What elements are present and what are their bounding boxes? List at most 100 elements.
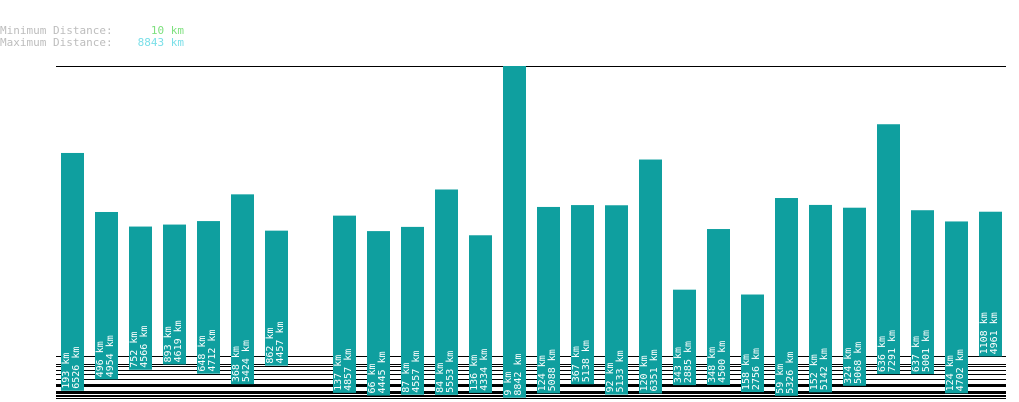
distance-bar — [435, 189, 458, 395]
bar-group: 124 km 5088 km — [537, 206, 560, 394]
bar-label-min: 893 km — [163, 326, 174, 362]
bar-group: 324 km 5068 km — [843, 207, 866, 386]
bar-label-min: 648 km — [197, 336, 208, 372]
distance-bar — [639, 159, 662, 394]
bar-group: 158 km 2756 km — [741, 294, 764, 393]
bar-label-max: 5138 km — [581, 340, 592, 382]
bar-label-min: 862 km — [265, 328, 276, 364]
bar-group: 84 km 5553 km — [435, 189, 458, 395]
bar-group: 893 km 4619 km — [163, 224, 186, 365]
bar-label-min: 367 km — [571, 346, 582, 382]
bar-group: 137 km 4857 km — [333, 215, 356, 393]
bar-group: 66 km 4445 km — [367, 231, 390, 396]
bar-label-max: 5553 km — [445, 351, 456, 393]
distance-bar — [741, 294, 764, 393]
bar-group: 367 km 5138 km — [571, 205, 594, 385]
bar-label-max: 4954 km — [105, 335, 116, 377]
bar-label-min: 137 km — [333, 355, 344, 391]
bar-group: 152 km 5142 km — [809, 204, 832, 393]
distance-bar — [673, 289, 696, 386]
bar-label-min: 59 km — [775, 364, 786, 394]
distance-bar — [503, 66, 526, 398]
bar-label-max: 5068 km — [853, 342, 864, 384]
bar-label-min: 343 km — [673, 347, 684, 383]
bar-label-max: 4457 km — [275, 321, 286, 363]
bar-label-min: 348 km — [707, 347, 718, 383]
bar-label-min: 9 km — [503, 372, 514, 396]
distance-bar — [163, 224, 186, 365]
distance-bar — [979, 211, 1002, 357]
bar-group: 862 km 4457 km — [265, 230, 288, 366]
bar-label-max: 4712 km — [207, 330, 218, 372]
bar-label-max: 4857 km — [343, 349, 354, 391]
bar-group: 87 km 4557 km — [401, 226, 424, 395]
bar-label-max: 4557 km — [411, 351, 422, 393]
bar-group: 120 km 6351 km — [639, 159, 662, 394]
bar-label-min: 87 km — [401, 363, 412, 393]
distance-bar — [707, 229, 730, 385]
bar-group: 92 km 5133 km — [605, 205, 628, 395]
bar-group: 1108 km 4961 km — [979, 211, 1002, 357]
distance-bar — [265, 230, 288, 366]
distance-bar — [469, 235, 492, 393]
bar-label-max: 4702 km — [955, 349, 966, 391]
bar-label-max: 4619 km — [173, 320, 184, 362]
bar-label-min: 496 km — [95, 341, 106, 377]
bar-group: 343 km 2885 km — [673, 289, 696, 386]
bar-label-max: 4334 km — [479, 349, 490, 391]
distance-summary: Minimum Distance: 10 km Maximum Distance:… — [0, 25, 184, 49]
distance-bar — [129, 226, 152, 370]
bar-group: 368 km 5424 km — [231, 194, 254, 385]
bar-group: 59 km 5326 km — [775, 198, 798, 396]
bar-label-max: 5133 km — [615, 350, 626, 392]
bar-label-max: 6526 km — [71, 347, 82, 389]
distance-bar — [877, 124, 900, 375]
bar-group: 136 km 4334 km — [469, 235, 492, 393]
bar-label-max: 5326 km — [785, 352, 796, 394]
bar-label-max: 8842 km — [513, 354, 524, 396]
bar-group: 637 km 5001 km — [911, 210, 934, 375]
bar-label-min: 124 km — [537, 355, 548, 391]
bar-label-min: 84 km — [435, 363, 446, 393]
bar-label-max: 4961 km — [989, 312, 1000, 354]
bar-label-max: 4445 km — [377, 351, 388, 393]
bar-group: 348 km 4500 km — [707, 229, 730, 385]
bar-label-min: 152 km — [809, 354, 820, 390]
distance-bar — [843, 207, 866, 386]
distance-bar — [945, 221, 968, 394]
bar-label-min: 92 km — [605, 362, 616, 392]
max-distance-value: 8843 km — [137, 36, 184, 49]
max-distance-row: Maximum Distance: 8843 km — [0, 37, 184, 49]
bar-group: 648 km 4712 km — [197, 221, 220, 374]
bar-label-max: 5088 km — [547, 349, 558, 391]
min-distance-label: Minimum Distance: — [0, 24, 113, 37]
bar-label-max: 7291 km — [887, 330, 898, 372]
bar-label-min: 158 km — [741, 354, 752, 390]
distance-bar — [605, 205, 628, 395]
bar-label-max: 5424 km — [241, 340, 252, 382]
bar-label-min: 636 km — [877, 336, 888, 372]
distance-bar — [231, 194, 254, 385]
max-distance-label: Maximum Distance: — [0, 36, 113, 49]
bar-label-max: 4566 km — [139, 326, 150, 368]
distance-bar — [61, 152, 84, 391]
bar-label-max: 2756 km — [751, 348, 762, 390]
bar-label-min: 120 km — [639, 355, 650, 391]
bar-label-max: 6351 km — [649, 349, 660, 391]
min-distance-value: 10 km — [150, 24, 184, 37]
distance-bar — [809, 204, 832, 393]
distance-bar — [95, 211, 118, 380]
distance-bar — [775, 198, 798, 396]
bar-group: 124 km 4702 km — [945, 221, 968, 394]
bar-label-max: 2885 km — [683, 341, 694, 383]
bar-group: 9 km 8842 km — [503, 66, 526, 398]
distance-bar — [401, 226, 424, 395]
bar-group: 496 km 4954 km — [95, 211, 118, 380]
distance-bar — [571, 205, 594, 385]
distance-bar — [367, 231, 390, 396]
bar-label-max: 4500 km — [717, 341, 728, 383]
bar-label-min: 124 km — [945, 355, 956, 391]
bar-label-min: 324 km — [843, 348, 854, 384]
bar-group: 193 km 6526 km — [61, 152, 84, 391]
